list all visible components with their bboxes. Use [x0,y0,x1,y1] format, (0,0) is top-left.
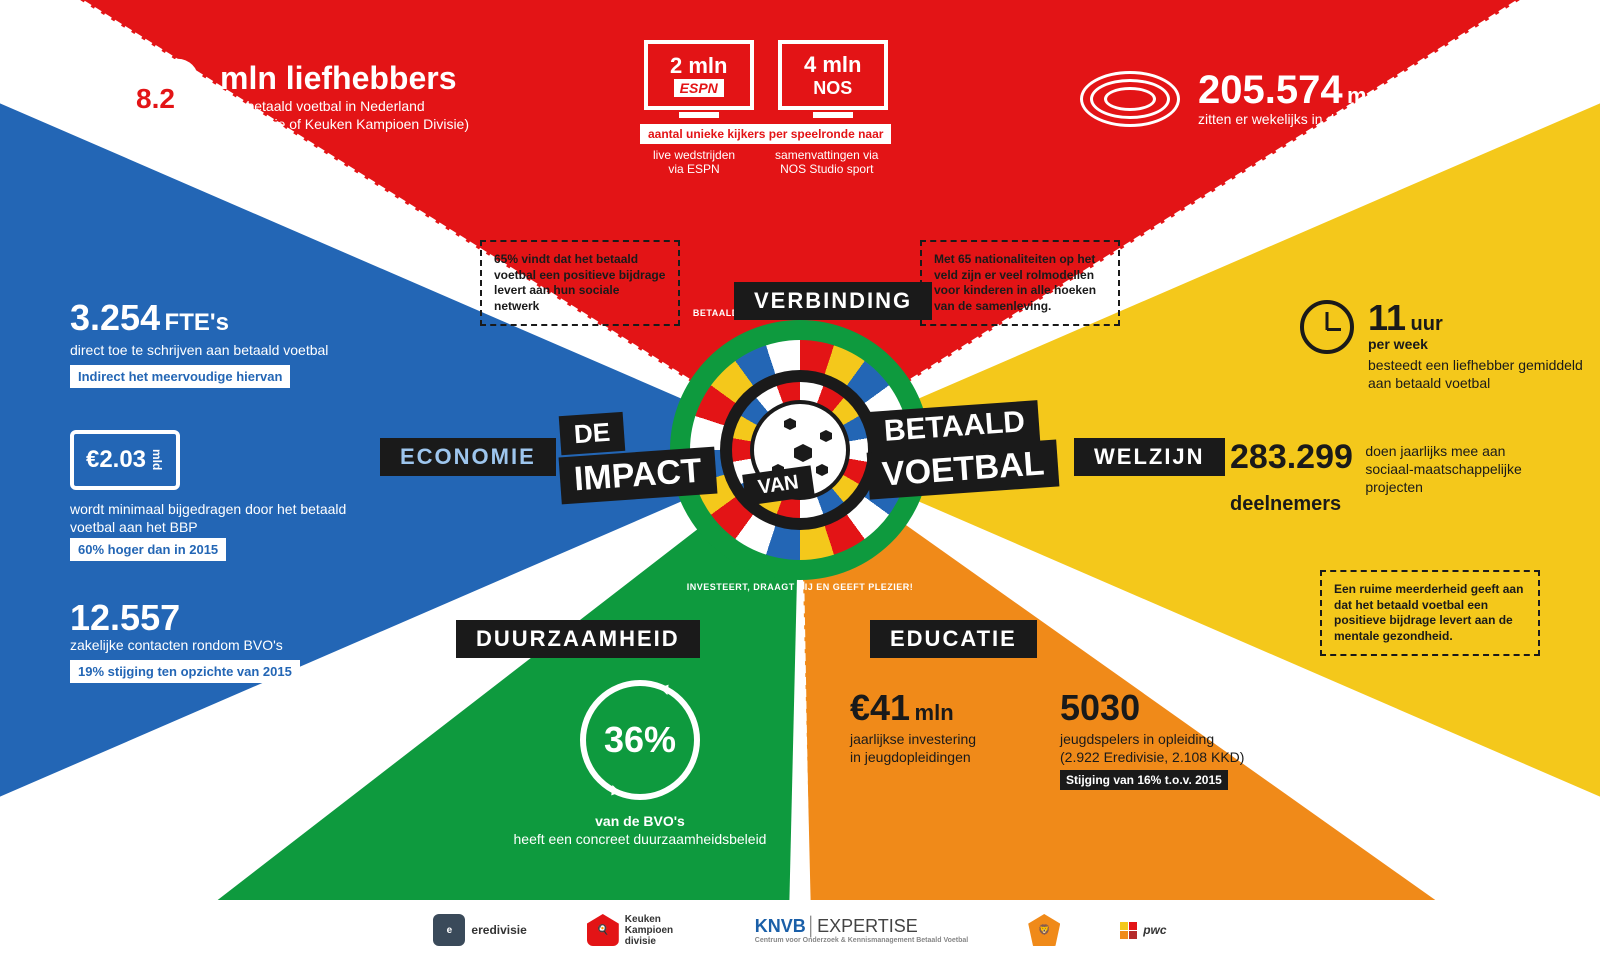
title-de: DE [559,412,626,455]
label-educatie: EDUCATIE [870,620,1037,658]
recycle-icon: 36% [580,680,700,800]
label-duurzaamheid: DUURZAAMHEID [456,620,700,658]
infographic: BETAALD VOETBAL VERBINDT, INSPIREERT, IN… [0,0,1600,900]
logo-knvb: 🦁 [1028,914,1060,946]
stat-fte: 3.254 FTE's direct toe te schrijven aan … [70,300,328,388]
box-social-network: 65% vindt dat het betaald voetbal een po… [480,240,680,326]
logo-knvb-expertise: KNVB│EXPERTISE Centrum voor Onderzoek & … [755,916,968,944]
stat-contacts: 12.557 zakelijke contacten rondom BVO's … [70,600,300,683]
footer-logos: eeredivisie 🍳Keuken Kampioen divisie KNV… [0,900,1600,960]
stat-youth-players: 5030 jeugdspelers in opleiding (2.922 Er… [1060,690,1244,790]
label-welzijn: WELZIJN [1074,438,1225,476]
box-mental-health: Een ruime meerderheid geeft aan dat het … [1320,570,1540,656]
logo-kkd: 🍳Keuken Kampioen divisie [587,914,695,947]
stat-viewers: 2 mln ESPN 4 mln NOS aantal unieke kijke… [640,40,891,176]
stat-stadium: 205.574 mensen zitten er wekelijks in de… [1080,70,1430,128]
stadium-icon [1080,71,1180,127]
stat-sustainability: 36% van de BVO's heeft een concreet duur… [500,680,780,848]
logo-pwc: pwc [1120,922,1166,939]
heart-icon: 8.2 [120,61,200,133]
box-rolemodels: Met 65 nationaliteiten op het veld zijn … [920,240,1120,326]
logo-eredivisie: eeredivisie [433,914,526,946]
stat-liefhebbers: 8.2 mln liefhebbers van betaald voetbal … [120,60,469,133]
center-tagline-bottom: INVESTEERT, DRAAGT BIJ EN GEEFT PLEZIER! [680,582,920,592]
ticket-icon: €2.03mld [70,430,180,490]
stat-bbp: €2.03mld wordt minimaal bijgedragen door… [70,430,370,561]
stat-participants: 283.299 doen jaarlijks mee aan sociaal-m… [1230,440,1535,516]
tv-icon: 2 mln ESPN [644,40,754,110]
stat-investment: €41 mln jaarlijkse investering in jeugdo… [850,690,976,766]
label-economie: ECONOMIE [380,438,556,476]
label-verbinding: VERBINDING [734,282,932,320]
stat-hours: 11 uur per week besteedt een liefhebber … [1300,300,1588,392]
clock-icon [1300,300,1354,354]
tv-icon: 4 mln NOS [778,40,888,110]
